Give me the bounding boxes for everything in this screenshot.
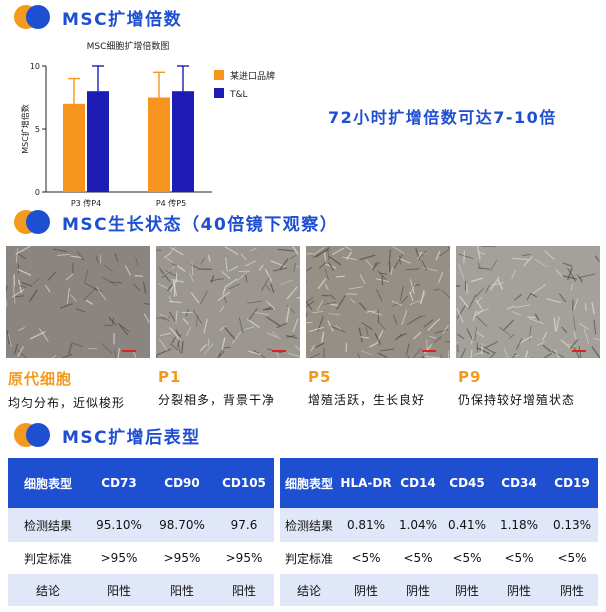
scale-bar-icon xyxy=(572,346,586,352)
table-cell: 结论 xyxy=(280,574,338,606)
caption-desc: 仍保持较好增殖状态 xyxy=(458,393,576,407)
caption-title: P1 xyxy=(158,368,182,386)
legend-label: T&L xyxy=(229,90,248,100)
caption-p9: P9 仍保持较好增殖状态 xyxy=(458,368,606,408)
table-header-cell: CD34 xyxy=(492,458,546,508)
section-header-expansion: MSC扩增倍数 xyxy=(14,3,182,31)
table-cell: 检测结果 xyxy=(8,508,88,542)
x-tick-label: P3 传P4 xyxy=(71,198,101,208)
table-cell: 检测结果 xyxy=(280,508,338,542)
expansion-bar-chart: MSC细胞扩增倍数图 MSC扩增倍数 0 5 10 P3 传P4 P4 传P5 某进口品牌 T&… xyxy=(20,40,275,208)
table-row: 判定标准 >95% >95% >95% xyxy=(8,542,274,574)
table-header-cell: CD14 xyxy=(394,458,442,508)
legend-swatch xyxy=(214,88,224,98)
table-cell: <5% xyxy=(492,542,546,574)
table-row: 判定标准 <5% <5% <5% <5% <5% xyxy=(280,542,598,574)
caption-title: P5 xyxy=(308,368,332,386)
section-header-phenotype: MSC扩增后表型 xyxy=(14,421,201,449)
table-row: 检测结果 0.81% 1.04% 0.41% 1.18% 0.13% xyxy=(280,508,598,542)
micrograph-p5 xyxy=(306,246,450,358)
table-cell: 98.70% xyxy=(150,508,214,542)
table-header-cell: CD90 xyxy=(150,458,214,508)
table-cell: 阴性 xyxy=(492,574,546,606)
y-tick-label: 10 xyxy=(30,62,40,71)
scale-bar-icon xyxy=(122,346,136,352)
table-cell: 0.81% xyxy=(338,508,394,542)
chart-title: MSC细胞扩增倍数图 xyxy=(87,40,170,52)
table-header-cell: CD45 xyxy=(442,458,492,508)
section-bullet-icon xyxy=(14,3,54,31)
x-tick-label: P4 传P5 xyxy=(156,198,186,208)
caption-primary: 原代细胞 均匀分布，近似梭形 xyxy=(8,368,158,411)
table-cell: 阳性 xyxy=(150,574,214,606)
table-cell: <5% xyxy=(442,542,492,574)
caption-desc: 均匀分布，近似梭形 xyxy=(8,396,126,410)
section-title: MSC生长状态（40倍镜下观察） xyxy=(62,214,339,235)
table-cell: 0.13% xyxy=(546,508,598,542)
legend-label: 某进口品牌 xyxy=(230,70,275,82)
caption-desc: 分裂相多，背景干净 xyxy=(158,393,276,407)
table-cell: 97.6 xyxy=(214,508,274,542)
caption-title: 原代细胞 xyxy=(8,370,73,388)
phenotype-table-positive: 细胞表型 CD73 CD90 CD105 检测结果 95.10% 98.70% … xyxy=(8,458,274,606)
bar xyxy=(63,103,85,192)
table-cell: 1.18% xyxy=(492,508,546,542)
micrograph-primary xyxy=(6,246,150,358)
table-cell: 1.04% xyxy=(394,508,442,542)
micrograph-p9 xyxy=(456,246,600,358)
bar xyxy=(87,91,109,192)
section-bullet-icon xyxy=(14,421,54,449)
phenotype-table-negative: 细胞表型 HLA-DR CD14 CD45 CD34 CD19 检测结果 0.8… xyxy=(280,458,598,606)
table-row: 结论 阳性 阳性 阳性 xyxy=(8,574,274,606)
table-header-row: 细胞表型 CD73 CD90 CD105 xyxy=(8,458,274,508)
table-cell: 结论 xyxy=(8,574,88,606)
table-cell: <5% xyxy=(338,542,394,574)
table-cell: 阴性 xyxy=(546,574,598,606)
section-title: MSC扩增倍数 xyxy=(62,9,183,30)
table-cell: <5% xyxy=(546,542,598,574)
y-tick-label: 5 xyxy=(35,125,40,134)
micrograph-row xyxy=(6,246,600,358)
section-title: MSC扩增后表型 xyxy=(62,427,201,448)
caption-title: P9 xyxy=(458,368,482,386)
table-cell: 阴性 xyxy=(442,574,492,606)
table-cell: >95% xyxy=(150,542,214,574)
caption-p1: P1 分裂相多，背景干净 xyxy=(158,368,308,408)
table-cell: <5% xyxy=(394,542,442,574)
chart-callout: 72小时扩增倍数可达7-10倍 xyxy=(328,108,557,127)
table-header-cell: CD73 xyxy=(88,458,150,508)
table-cell: 阳性 xyxy=(88,574,150,606)
table-cell: 判定标准 xyxy=(8,542,88,574)
table-header-cell: 细胞表型 xyxy=(280,458,338,508)
scale-bar-icon xyxy=(422,346,436,352)
scale-bar-icon xyxy=(272,346,286,352)
table-header-row: 细胞表型 HLA-DR CD14 CD45 CD34 CD19 xyxy=(280,458,598,508)
table-row: 检测结果 95.10% 98.70% 97.6 xyxy=(8,508,274,542)
caption-p5: P5 增殖活跃，生长良好 xyxy=(308,368,458,408)
table-cell: >95% xyxy=(214,542,274,574)
y-tick-label: 0 xyxy=(35,188,40,197)
table-header-cell: CD105 xyxy=(214,458,274,508)
caption-desc: 增殖活跃，生长良好 xyxy=(308,393,426,407)
table-cell: 阴性 xyxy=(338,574,394,606)
y-axis-label: MSC扩增倍数 xyxy=(20,104,30,154)
table-cell: 判定标准 xyxy=(280,542,338,574)
table-header-cell: 细胞表型 xyxy=(8,458,88,508)
legend-swatch xyxy=(214,70,224,80)
section-bullet-icon xyxy=(14,208,54,236)
table-header-cell: CD19 xyxy=(546,458,598,508)
bar xyxy=(148,97,170,192)
micrograph-p1 xyxy=(156,246,300,358)
table-cell: 0.41% xyxy=(442,508,492,542)
table-cell: 阳性 xyxy=(214,574,274,606)
table-cell: >95% xyxy=(88,542,150,574)
table-cell: 阴性 xyxy=(394,574,442,606)
table-header-cell: HLA-DR xyxy=(338,458,394,508)
table-cell: 95.10% xyxy=(88,508,150,542)
table-row: 结论 阴性 阴性 阴性 阴性 阴性 xyxy=(280,574,598,606)
bar xyxy=(172,91,194,192)
section-header-growth: MSC生长状态（40倍镜下观察） xyxy=(14,208,338,236)
